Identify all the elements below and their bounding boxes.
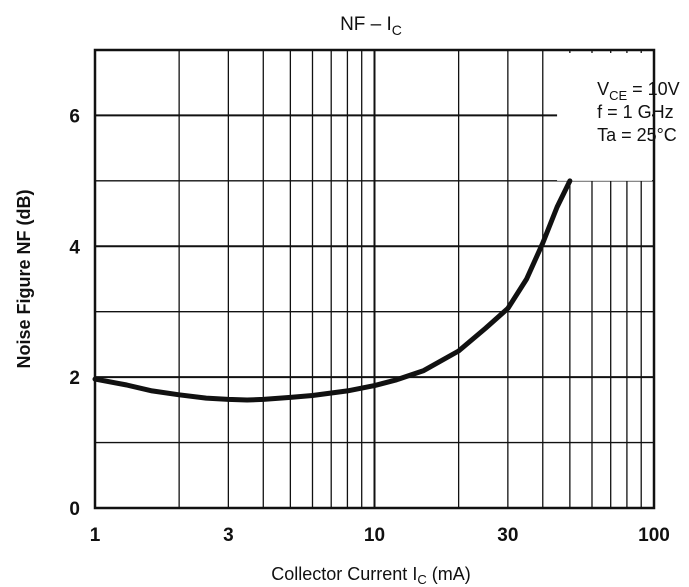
- x-tick-label: 30: [497, 525, 518, 546]
- x-tick-label: 1: [90, 525, 101, 546]
- chart-title: NF – IC: [340, 14, 402, 38]
- plot-frame: [93, 48, 656, 510]
- condition-text: Ta = 25°C: [597, 125, 677, 145]
- condition-text: f = 1 GHz: [597, 102, 674, 122]
- x-tick-label: 100: [638, 525, 670, 546]
- condition-text: V: [597, 79, 609, 99]
- condition-subscript: CE: [609, 88, 627, 103]
- y-axis-label: Noise Figure NF (dB): [14, 189, 34, 368]
- x-axis-label-main: Collector Current I: [271, 564, 417, 584]
- x-tick-label: 3: [223, 525, 234, 546]
- conditions-box-background: [557, 53, 652, 181]
- title-main: NF – I: [340, 14, 392, 35]
- series-layer: [92, 178, 573, 403]
- x-tick-label: 10: [364, 525, 385, 546]
- y-tick-label: 4: [69, 237, 80, 258]
- y-tick-label: 0: [69, 499, 80, 520]
- x-axis-label-unit: (mA): [427, 564, 471, 584]
- condition-line: Ta = 25°C: [597, 125, 677, 145]
- y-tick-label: 6: [69, 106, 80, 127]
- condition-line: f = 1 GHz: [597, 102, 674, 122]
- x-axis-label-subscript: C: [417, 572, 426, 587]
- tick-labels: 1 3 10 30 100 0 2 4 6: [69, 106, 669, 546]
- x-axis-label: Collector Current IC (mA): [271, 564, 470, 587]
- y-tick-label: 2: [69, 368, 80, 389]
- title-subscript: C: [392, 22, 402, 38]
- nf-curve: [92, 178, 573, 403]
